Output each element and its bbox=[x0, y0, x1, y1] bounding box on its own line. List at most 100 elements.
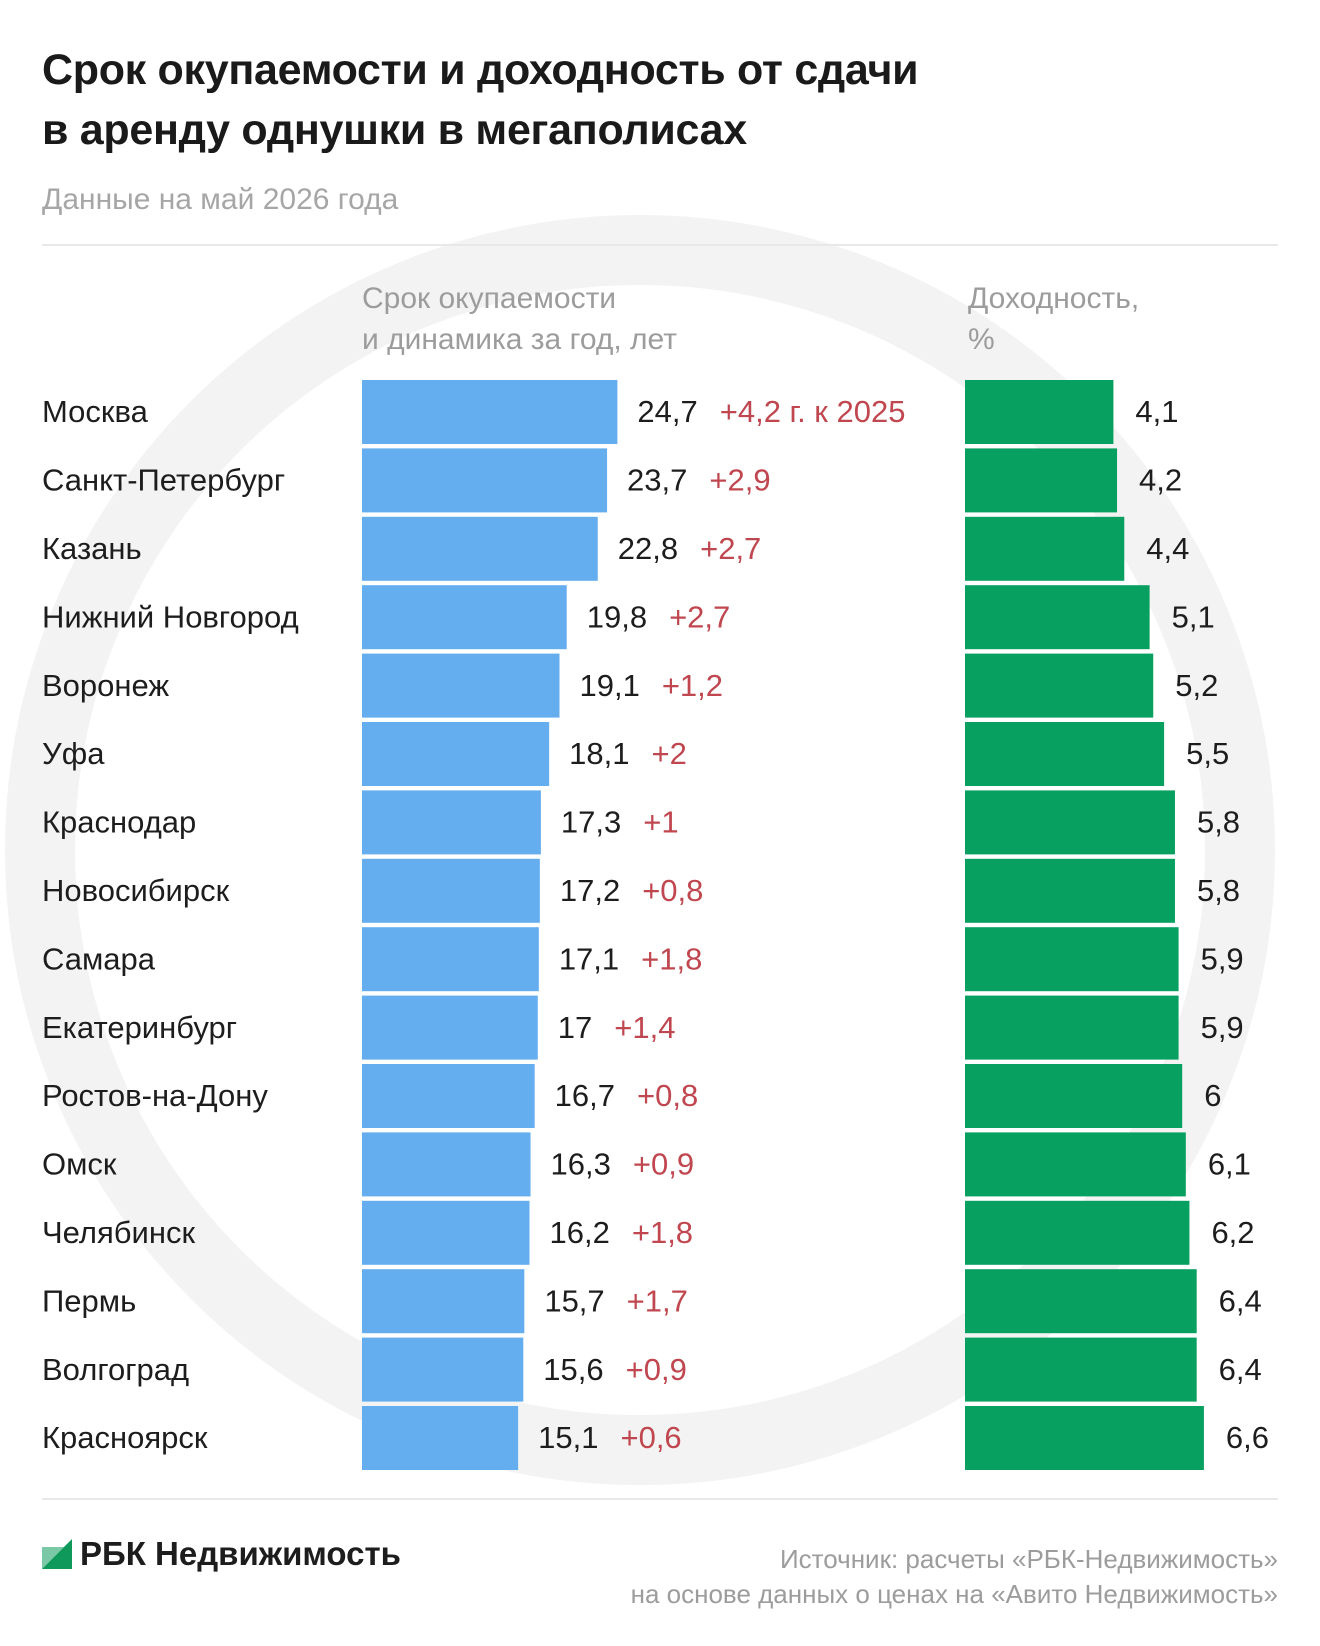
yield-value-label: 5,9 bbox=[1201, 1010, 1244, 1045]
payback-change-label: +1 bbox=[643, 805, 678, 840]
payback-bar bbox=[362, 995, 538, 1060]
source-note: Источник: расчеты «РБК-Недвижимость» на … bbox=[518, 1542, 1278, 1612]
yield-value-label: 6,2 bbox=[1211, 1215, 1254, 1250]
payback-bar bbox=[362, 585, 567, 650]
payback-value-label: 17,1 bbox=[559, 941, 619, 976]
payback-change-label: +1,4 bbox=[614, 1010, 675, 1045]
payback-change-label: +2,7 bbox=[700, 531, 761, 566]
category-label: Москва bbox=[42, 394, 149, 429]
yield-bar bbox=[965, 448, 1118, 513]
yield-value-label: 4,1 bbox=[1135, 394, 1178, 429]
payback-bar bbox=[362, 927, 539, 992]
payback-header-line-1: Срок окупаемости bbox=[362, 282, 617, 315]
category-label: Краснодар bbox=[42, 805, 196, 840]
category-label: Пермь bbox=[42, 1283, 136, 1318]
yield-bar bbox=[965, 790, 1175, 855]
payback-bar bbox=[362, 380, 618, 444]
payback-bar bbox=[362, 1064, 535, 1128]
payback-bar bbox=[362, 1269, 525, 1334]
yield-bar bbox=[965, 516, 1125, 581]
yield-value-label: 6 bbox=[1204, 1078, 1221, 1113]
brand-mark-icon bbox=[42, 1539, 72, 1569]
payback-header-line-2: и динамика за год, лет bbox=[362, 323, 677, 356]
brand-logo: РБК Недвижимость bbox=[42, 1535, 401, 1573]
payback-value-label: 17,2 bbox=[560, 873, 620, 908]
yield-bar bbox=[965, 1132, 1186, 1197]
title-line-2: в аренду однушки в мегаполисах bbox=[42, 106, 747, 154]
category-label: Волгоград bbox=[42, 1352, 189, 1387]
payback-value-label: 15,6 bbox=[543, 1352, 603, 1387]
category-label: Казань bbox=[42, 531, 142, 566]
yield-bar bbox=[965, 1200, 1190, 1265]
payback-bar bbox=[362, 858, 540, 923]
payback-change-label: +0,9 bbox=[633, 1147, 694, 1182]
chart-title: Срок окупаемости и доходность от сдачи в… bbox=[42, 40, 1242, 160]
payback-change-label: +1,7 bbox=[627, 1283, 688, 1318]
yield-column-header: Доходность, % bbox=[968, 278, 1139, 360]
payback-bar bbox=[362, 516, 598, 581]
category-label: Нижний Новгород bbox=[42, 599, 299, 634]
payback-change-label: +1,8 bbox=[641, 941, 702, 976]
yield-header-line-1: Доходность, bbox=[968, 282, 1140, 315]
payback-bar bbox=[362, 653, 560, 718]
yield-value-label: 5,8 bbox=[1197, 805, 1240, 840]
category-label: Самара bbox=[42, 941, 156, 976]
payback-value-label: 17 bbox=[558, 1010, 592, 1045]
category-label: Красноярск bbox=[42, 1420, 208, 1455]
payback-change-label: +1,8 bbox=[632, 1215, 693, 1250]
brand-name: РБК Недвижимость bbox=[80, 1535, 401, 1572]
yield-bar bbox=[965, 927, 1179, 992]
category-label: Новосибирск bbox=[42, 873, 230, 908]
source-line-1: Источник: расчеты «РБК-Недвижимость» bbox=[779, 1544, 1278, 1574]
payback-change-label: +0,8 bbox=[642, 873, 703, 908]
yield-value-label: 4,4 bbox=[1146, 531, 1189, 566]
yield-value-label: 6,4 bbox=[1219, 1283, 1262, 1318]
bottom-divider bbox=[42, 1498, 1278, 1500]
yield-bar bbox=[965, 1064, 1183, 1128]
payback-value-label: 15,7 bbox=[544, 1283, 604, 1318]
payback-value-label: 16,2 bbox=[550, 1215, 610, 1250]
category-label: Воронеж bbox=[42, 668, 169, 703]
payback-value-label: 17,3 bbox=[561, 805, 621, 840]
yield-bar bbox=[965, 1337, 1197, 1402]
payback-bar bbox=[362, 1406, 519, 1470]
yield-bar bbox=[965, 1406, 1204, 1470]
payback-value-label: 24,7 bbox=[637, 394, 697, 429]
source-line-2: на основе данных о ценах на «Авито Недви… bbox=[630, 1579, 1278, 1609]
yield-value-label: 6,1 bbox=[1208, 1147, 1251, 1182]
yield-bar bbox=[965, 858, 1175, 923]
payback-change-label: +1,2 bbox=[662, 668, 723, 703]
payback-value-label: 16,7 bbox=[555, 1078, 615, 1113]
yield-bar bbox=[965, 380, 1114, 444]
yield-value-label: 4,2 bbox=[1139, 463, 1182, 498]
yield-value-label: 5,2 bbox=[1175, 668, 1218, 703]
payback-change-label: +0,6 bbox=[620, 1420, 681, 1455]
payback-value-label: 23,7 bbox=[627, 463, 687, 498]
payback-change-label: +2 bbox=[651, 736, 686, 771]
payback-change-label: +4,2 г. к 2025 bbox=[720, 394, 906, 429]
yield-value-label: 5,1 bbox=[1172, 599, 1215, 634]
payback-value-label: 19,1 bbox=[579, 668, 639, 703]
top-divider bbox=[42, 244, 1278, 246]
yield-value-label: 5,8 bbox=[1197, 873, 1240, 908]
category-label: Челябинск bbox=[42, 1215, 195, 1250]
yield-value-label: 5,9 bbox=[1201, 941, 1244, 976]
payback-value-label: 19,8 bbox=[587, 599, 647, 634]
title-line-1: Срок окупаемости и доходность от сдачи bbox=[42, 46, 919, 94]
category-label: Санкт-Петербург bbox=[42, 463, 285, 498]
payback-bar bbox=[362, 790, 541, 855]
payback-bar bbox=[362, 722, 550, 786]
yield-bar bbox=[965, 722, 1165, 786]
payback-change-label: +2,9 bbox=[709, 463, 770, 498]
yield-bar bbox=[965, 1269, 1197, 1334]
payback-bar bbox=[362, 1132, 531, 1197]
payback-value-label: 16,3 bbox=[551, 1147, 611, 1182]
payback-bar bbox=[362, 1337, 524, 1402]
yield-bar bbox=[965, 653, 1154, 718]
payback-bar bbox=[362, 448, 608, 513]
yield-bar bbox=[965, 995, 1179, 1060]
yield-value-label: 6,4 bbox=[1219, 1352, 1262, 1387]
category-label: Екатеринбург bbox=[42, 1010, 237, 1045]
yield-bar bbox=[965, 585, 1150, 650]
